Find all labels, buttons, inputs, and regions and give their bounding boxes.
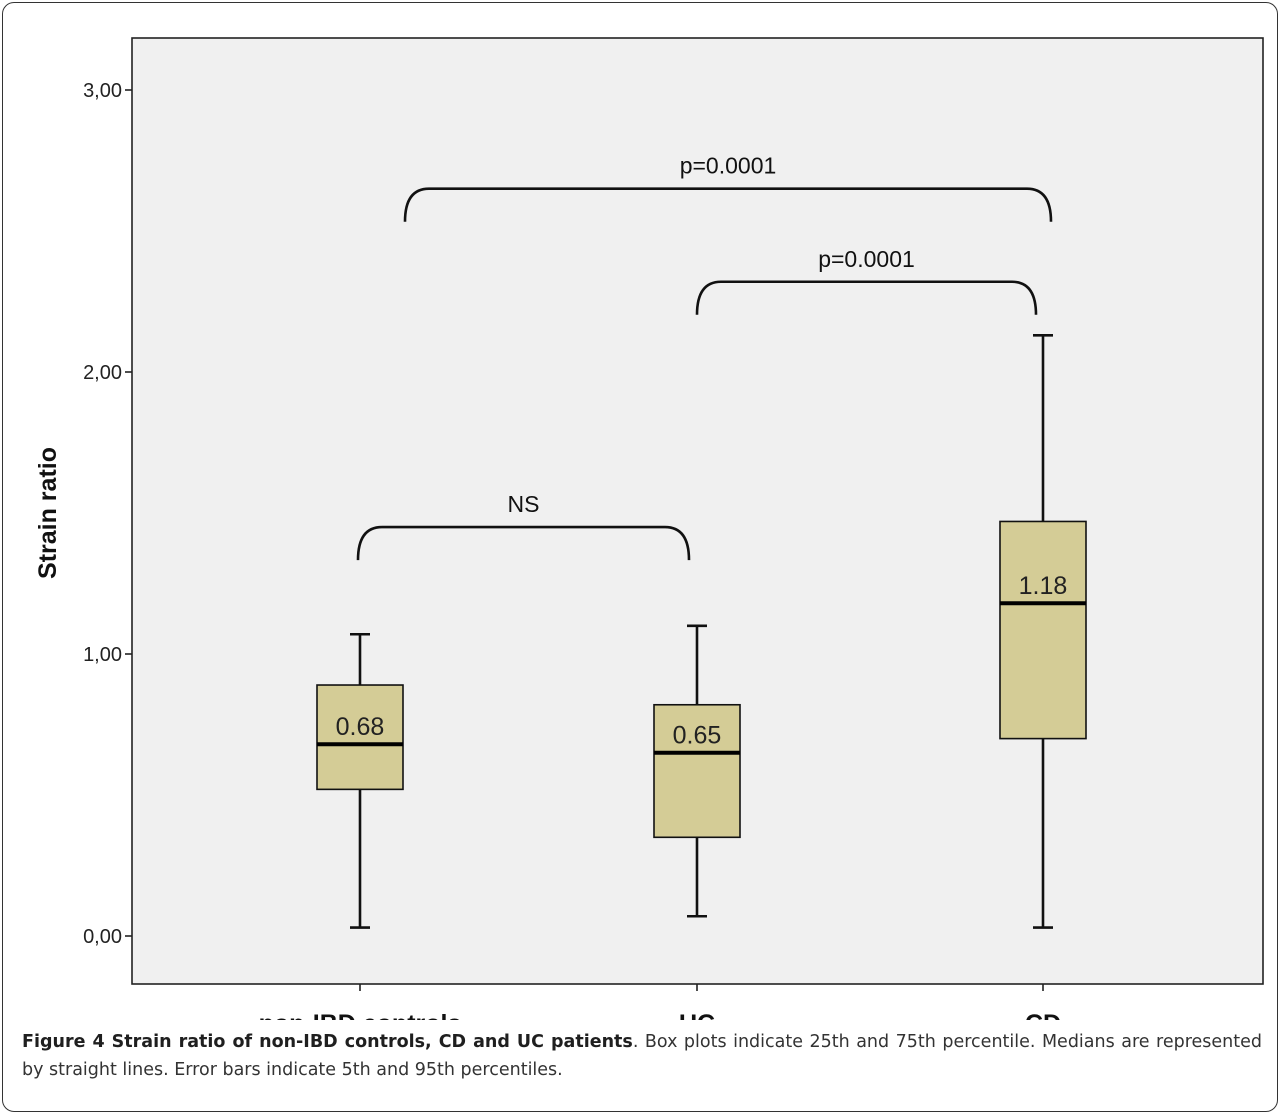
comparison-label-0: p=0.0001 [680,153,777,179]
median-label-2: 1.18 [1019,572,1068,600]
caption-text: . Box plots indicate 25th and 75th perce… [22,1032,1262,1080]
y-tick-label-0: 0,00 [83,926,122,948]
box-plot-chart: 0,00 1,00 2,00 3,00 non-IBD controls UC CD p=0… [34,37,1264,1020]
box-2 [999,520,1087,740]
comparison-bracket-2 [356,525,691,561]
box-0 [316,684,404,791]
box-1 [653,703,741,839]
boxes: 0.68 0.65 1.18 [316,334,1087,929]
y-tick-label-2: 2,00 [83,362,122,384]
axes: 0,00 1,00 2,00 3,00 non-IBD controls UC CD [83,80,1061,1020]
comparison-label-2: NS [508,491,540,517]
comparison-brackets: p=0.0001 p=0.0001 NS [356,153,1053,561]
y-axis-label: Strain ratio [34,447,62,579]
figure-caption: Figure 4 Strain ratio of non-IBD control… [22,1028,1262,1084]
comparison-bracket-0 [403,187,1053,222]
median-label-1: 0.65 [673,722,722,750]
caption-title: Figure 4 Strain ratio of non-IBD control… [22,1032,633,1052]
y-tick-label-3: 3,00 [83,80,122,102]
comparison-label-1: p=0.0001 [818,246,915,272]
median-label-0: 0.68 [336,713,385,741]
x-tick-label-0: non-IBD controls [259,1010,462,1020]
y-tick-label-1: 1,00 [83,644,122,666]
x-tick-label-2: CD [1025,1010,1061,1020]
x-tick-label-1: UC [679,1010,715,1020]
comparison-bracket-1 [695,280,1038,315]
